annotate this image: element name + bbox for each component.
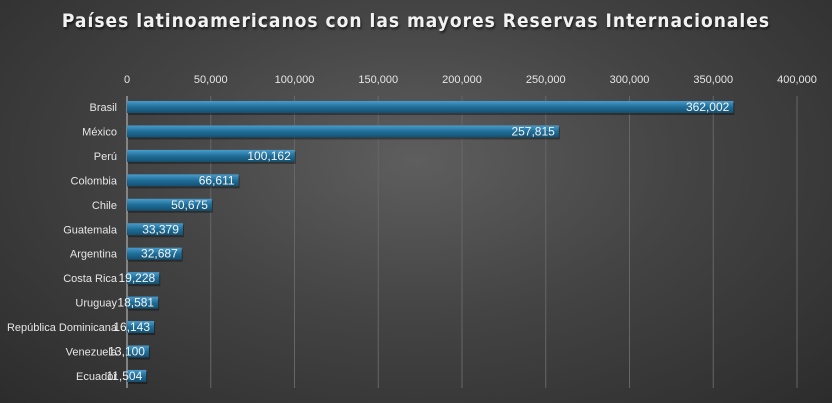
x-tick-label: 150,000 [358,74,398,86]
x-tick-label: 100,000 [275,74,315,86]
bar [127,296,159,309]
bar [127,272,160,285]
data-label: 66,611 [199,173,235,187]
bar [127,174,239,187]
data-label: 18,581 [117,296,154,310]
data-label: 32,687 [141,247,178,261]
category-label: Ecuador [76,371,117,383]
category-label: Uruguay [75,298,117,310]
bar [127,125,559,138]
category-label: Chile [92,200,117,212]
bar [127,101,734,113]
x-tick-label: 200,000 [442,74,482,86]
data-label: 257,815 [511,124,555,138]
category-label: Perú [94,151,117,163]
x-tick-label: 250,000 [526,74,566,86]
bar [127,369,147,382]
category-label: Venezuela [66,347,118,359]
data-label: 100,162 [247,149,291,163]
bar [127,149,295,162]
category-label: Guatemala [63,224,118,236]
bar [127,223,183,236]
category-label: Costa Rica [63,273,118,285]
category-label: México [82,126,117,138]
category-label: Brasil [89,102,117,114]
x-tick-label: 300,000 [610,74,650,86]
bar [127,321,155,334]
data-label: 19,228 [119,271,156,285]
x-tick-label: 350,000 [693,74,733,86]
data-label: 16,143 [113,320,150,334]
data-label: 50,675 [171,198,208,212]
x-tick-label: 400,000 [777,74,817,86]
x-tick-label: 0 [124,74,130,86]
bar [127,247,182,260]
bar [127,345,149,358]
category-label: República Dominicana [7,322,118,334]
x-tick-label: 50,000 [194,74,228,86]
chart-title: Países latinoamericanos con las mayores … [61,10,771,32]
data-label: 33,379 [142,222,179,236]
data-label: 362,002 [686,100,730,114]
category-label: Argentina [70,249,118,261]
category-label: Colombia [71,175,118,187]
bar [127,198,212,211]
data-label: 11,504 [106,369,142,383]
data-label: 13,100 [108,345,145,359]
